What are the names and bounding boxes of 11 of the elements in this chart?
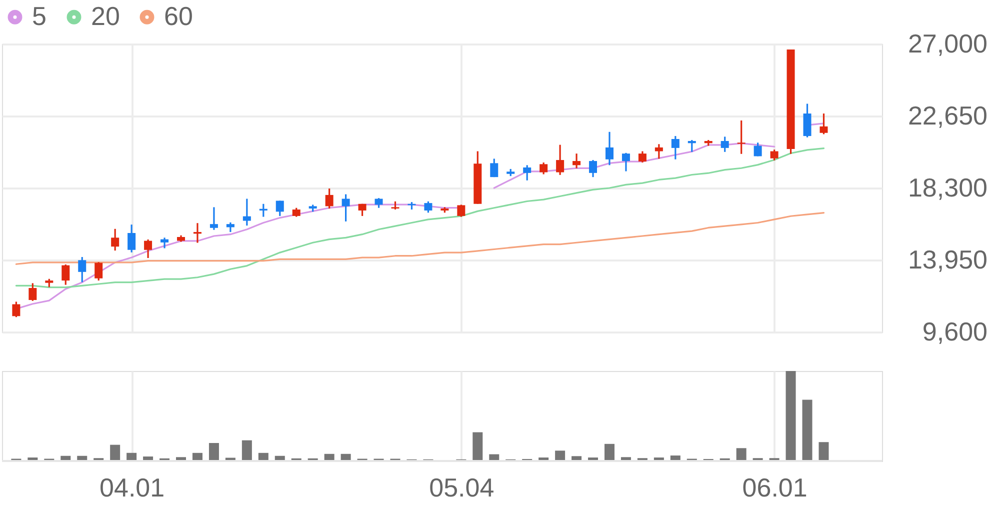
x-tick-label: 04.01 [100, 472, 165, 502]
y-tick-label: 9,600 [922, 316, 988, 346]
legend-label: 60 [164, 1, 193, 32]
legend-label: 5 [32, 1, 46, 32]
x-tick-label: 05.04 [429, 472, 494, 502]
y-tick-label: 22,650 [908, 100, 988, 130]
y-tick-label: 18,300 [908, 172, 988, 202]
x-tick-label: 06.01 [742, 472, 808, 502]
legend-label: 20 [91, 1, 120, 32]
y-tick-label: 13,950 [908, 244, 988, 274]
y-tick-label: 27,000 [908, 28, 988, 58]
